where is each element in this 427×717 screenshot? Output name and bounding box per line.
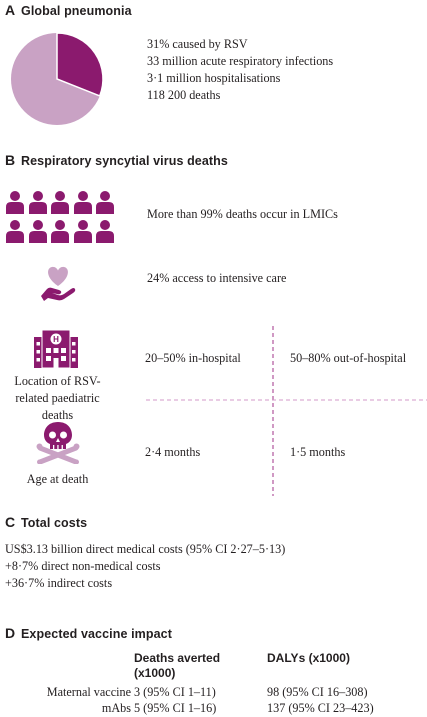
people-icon-grid [5,190,118,243]
person-icon [73,191,92,214]
mabs-deaths-averted: 5 (95% CI 1–16) [134,701,217,715]
pie-slice-rsv [56,32,104,97]
section-b-heading: B Respiratory syncytial virus deaths [5,152,228,168]
dalys-header: DALYs (x1000) [267,651,350,665]
hospital-icon: H [34,329,78,368]
indirect-costs: +36·7% indirect costs [5,576,113,590]
age-out-of-hospital: 1·5 months [290,445,346,459]
out-of-hospital-share: 50–80% out-of-hospital [290,351,407,365]
section-a-heading: A Global pneumonia [5,2,132,18]
person-icon [96,220,115,243]
section-c-title: Total costs [21,516,88,530]
section-b-letter: B [5,152,16,168]
section-b-title: Respiratory syncytial virus deaths [21,154,228,168]
in-hospital-share: 20–50% in-hospital [145,351,241,365]
section-a-letter: A [5,2,16,18]
section-c-letter: C [5,514,16,530]
maternal-dalys: 98 (95% CI 16–308) [267,685,368,699]
mabs-dalys: 137 (95% CI 23–423) [267,701,374,715]
section-a-title: Global pneumonia [21,4,132,18]
person-icon [28,220,47,243]
skull-crossbones-icon [36,422,80,464]
person-icon [6,191,24,214]
person-icon [51,191,70,214]
svg-text:H: H [53,335,59,344]
stat-hospitalisations: 3·1 million hospitalisations [147,71,281,85]
person-icon [96,191,115,214]
section-d-title: Expected vaccine impact [21,627,172,641]
intensive-care-text: 24% access to intensive care [147,271,287,285]
direct-non-medical-costs: +8·7% direct non-medical costs [5,559,161,573]
stat-rsv-share: 31% caused by RSV [147,37,248,51]
age-in-hospital: 2·4 months [145,445,201,459]
person-icon [6,220,24,243]
section-c-heading: C Total costs [5,514,87,530]
person-icon [73,220,92,243]
section-d-heading: D Expected vaccine impact [5,625,172,641]
section-d-letter: D [5,625,16,641]
stat-infections: 33 million acute respiratory infections [147,54,334,68]
direct-medical-costs: US$3.13 billion direct medical costs (95… [5,542,286,556]
row-label-maternal-vaccine: Maternal vaccine [46,685,131,699]
stat-deaths: 118 200 deaths [147,88,221,102]
deaths-averted-header: Deaths averted (x1000) [134,651,221,680]
pneumonia-pie-chart [11,32,104,125]
heart-hand-icon [41,266,76,301]
location-label: Location of RSV-related paediatric death… [14,374,101,422]
row-label-mabs: mAbs [101,701,131,715]
maternal-deaths-averted: 3 (95% CI 1–11) [134,685,216,699]
person-icon [51,220,70,243]
age-at-death-label: Age at death [26,472,89,486]
person-icon [28,191,47,214]
lmic-deaths-text: More than 99% deaths occur in LMICs [147,207,338,221]
